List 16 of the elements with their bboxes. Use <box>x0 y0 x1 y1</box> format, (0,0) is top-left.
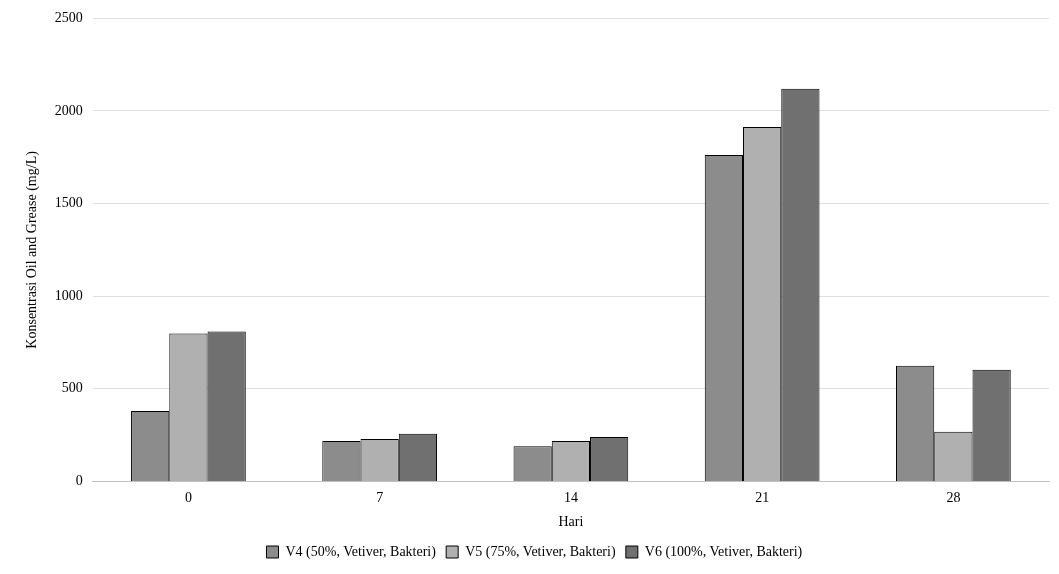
x-tick-label: 28 <box>946 490 961 506</box>
y-tick-label: 2000 <box>54 102 83 118</box>
legend-label: V6 (100%, Vetiver, Bakteri) <box>644 543 803 560</box>
y-tick-label: 1000 <box>54 287 83 303</box>
legend-label: V4 (50%, Vetiver, Bakteri) <box>285 543 437 560</box>
y-tick-label: 500 <box>61 380 83 396</box>
x-tick-label: 14 <box>563 490 578 506</box>
x-tick-label: 0 <box>184 490 192 506</box>
x-tick-label: 21 <box>755 490 770 506</box>
x-tick-label: 7 <box>376 490 384 506</box>
y-axis-title: Konsentrasi Oil and Grease (mg/L) <box>24 150 41 349</box>
y-tick-label: 2500 <box>54 10 83 26</box>
y-tick-label: 1500 <box>54 195 83 211</box>
x-axis-title: Hari <box>558 514 584 530</box>
legend-label: V5 (75%, Vetiver, Bakteri) <box>465 543 616 560</box>
y-tick-label: 0 <box>75 473 83 489</box>
